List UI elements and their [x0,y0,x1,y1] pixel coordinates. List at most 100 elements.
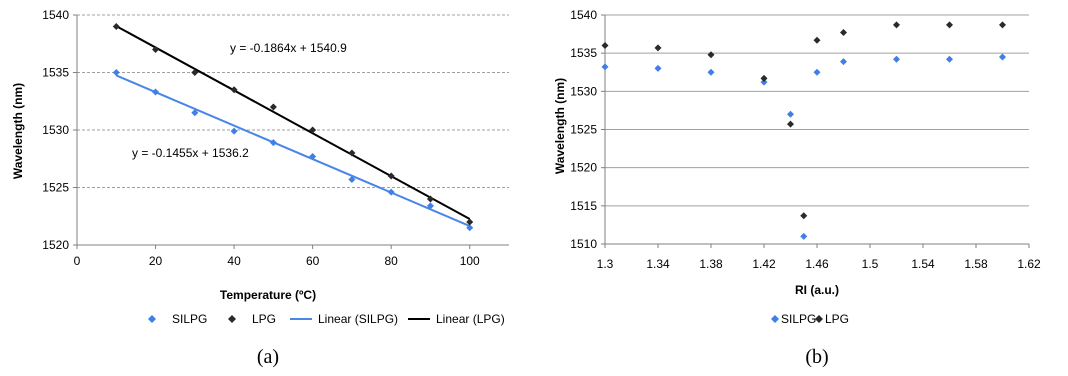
point-lpg [999,21,1006,29]
point-lpg [269,103,277,111]
point-lpg [191,69,199,76]
legend-marker-silpg [148,315,156,323]
point-lpg [387,172,395,180]
y-tick-label: 1515 [570,199,597,213]
y-tick-label: 1530 [570,84,597,98]
trendline-lpg [115,25,471,220]
chart-a-equation-silpg: y = -0.1455x + 1536.2 [132,146,249,160]
legend-label-silpg: SILPG [172,312,207,326]
point-silpg [787,110,794,118]
chart-b-axes [601,14,1030,248]
point-silpg [813,68,821,76]
chart-a-x-tick-labels: 0 20 40 60 80 100 [74,254,480,268]
point-silpg [466,224,474,232]
chart-a-temperature: 1520 1525 1530 1535 1540 0 20 40 60 80 100 y = -0… [11,8,509,368]
point-lpg [601,42,609,50]
point-silpg [348,175,356,183]
chart-b-panel-label: (b) [805,346,828,368]
x-tick-label: 60 [306,254,320,268]
x-tick-label: 1.5 [862,257,879,271]
x-tick-label: 1.58 [964,257,988,271]
y-tick-label: 1535 [570,46,597,60]
point-lpg [946,21,953,29]
chart-a-y-tick-labels: 1520 1525 1530 1535 1540 [42,8,69,252]
y-tick-label: 1535 [42,66,69,80]
legend-label-fit-lpg: Linear (LPG) [436,312,505,326]
chart-a-legend: SILPG LPG Linear (SILPG) Linear (LPG) [148,312,505,326]
point-silpg [800,232,808,240]
point-lpg [112,23,120,30]
chart-a-axes [73,14,509,249]
point-lpg [426,195,434,203]
legend-label-lpg: LPG [252,312,276,326]
point-silpg [707,68,715,76]
y-tick-label: 1510 [570,237,597,251]
point-silpg [601,63,609,71]
point-silpg [893,55,900,63]
x-tick-label: 1.54 [911,257,935,271]
point-silpg [230,127,238,135]
point-lpg [348,149,356,157]
y-tick-label: 1520 [570,161,597,175]
point-lpg [152,46,160,53]
y-tick-label: 1525 [42,181,69,195]
legend-label-silpg: SILPG [781,312,816,326]
point-silpg [760,78,768,86]
chart-b-x-axis-title: RI (a.u.) [795,283,839,297]
point-lpg [707,51,715,59]
x-tick-label: 80 [385,254,399,268]
point-silpg [152,88,160,96]
chart-b-y-tick-labels: 1510 1515 1520 1525 1530 1535 1540 [570,8,597,251]
point-silpg [387,188,395,196]
x-tick-label: 1.42 [752,257,776,271]
chart-b-refractive-index: 1510 1515 1520 1525 1530 1535 1540 1.3 1.34 1.38… [553,8,1041,368]
point-silpg [840,58,847,66]
x-tick-label: 1.38 [699,257,723,271]
x-tick-label: 1.3 [597,257,614,271]
x-tick-label: 40 [227,254,241,268]
chart-a-x-axis-title: Temperature (ºC) [220,288,316,302]
point-silpg [999,53,1006,61]
chart-b-legend: SILPG LPG [771,312,849,326]
x-tick-label: 0 [74,254,81,268]
chart-a-gridlines [77,14,509,188]
chart-a-trendlines [115,25,471,227]
point-lpg [760,74,768,82]
chart-a-data-points [112,23,474,232]
point-lpg [230,86,238,94]
x-tick-label: 1.46 [805,257,829,271]
legend-marker-silpg [771,315,779,323]
y-tick-label: 1540 [570,8,597,22]
legend-label-fit-silpg: Linear (SILPG) [318,312,398,326]
point-silpg [309,152,317,160]
chart-a-equation-lpg: y = -0.1864x + 1540.9 [230,41,347,55]
x-tick-label: 1.34 [646,257,670,271]
chart-b-gridlines [605,14,1029,207]
legend-marker-lpg [228,315,236,323]
y-tick-label: 1530 [42,123,69,137]
y-tick-label: 1540 [42,8,69,22]
chart-b-x-tick-labels: 1.3 1.34 1.38 1.42 1.46 1.5 1.54 1.58 1.62 [597,257,1041,271]
point-lpg [654,44,662,52]
point-lpg [840,29,847,37]
x-tick-label: 20 [149,254,163,268]
point-lpg [813,36,821,44]
point-lpg [787,120,794,128]
point-silpg [426,202,434,210]
trendline-silpg [115,74,471,227]
chart-b-data-points [601,21,1006,240]
x-tick-label: 100 [460,254,480,268]
chart-a-panel-label: (a) [257,346,279,368]
point-silpg [269,139,277,147]
x-tick-label: 1.62 [1017,257,1041,271]
point-silpg [654,64,662,72]
point-lpg [893,21,900,29]
legend-marker-lpg [815,315,823,323]
legend-label-lpg: LPG [825,312,849,326]
point-lpg [800,212,808,220]
y-tick-label: 1520 [42,238,69,252]
chart-a-y-axis-title: Wavelength (nm) [11,83,25,179]
point-lpg [466,218,474,226]
point-lpg [309,126,317,134]
